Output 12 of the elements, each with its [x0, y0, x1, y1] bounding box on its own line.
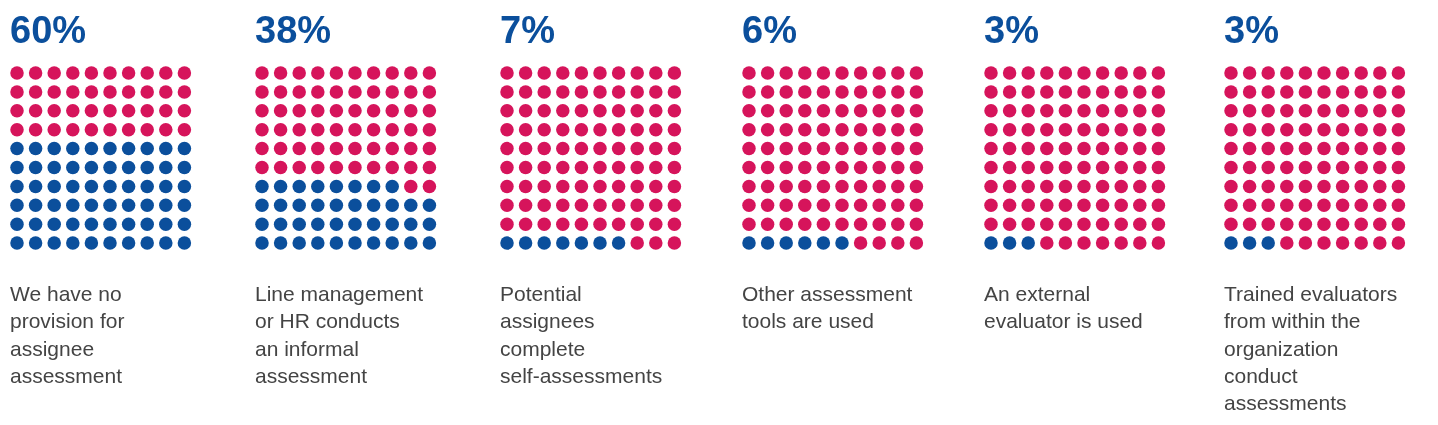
category-label: We have no provision for assignee assessment: [10, 282, 125, 387]
data-label: 60%: [10, 9, 87, 51]
category-label: Potential assignees complete self-assessments: [500, 282, 663, 387]
data-label: 3%: [984, 9, 1039, 51]
data-label: 6%: [742, 9, 797, 51]
category-label: Trained evaluators from within the organization conduct assessments: [1224, 282, 1398, 415]
category-label: Line management or HR conducts an informal assessment: [255, 282, 424, 387]
category-label: Other assessment tools are used: [742, 282, 913, 333]
data-label: 3%: [1224, 9, 1279, 51]
data-label: 7%: [500, 9, 555, 51]
category-label: An external evaluator is used: [984, 282, 1143, 333]
data-label: 38%: [255, 9, 332, 51]
